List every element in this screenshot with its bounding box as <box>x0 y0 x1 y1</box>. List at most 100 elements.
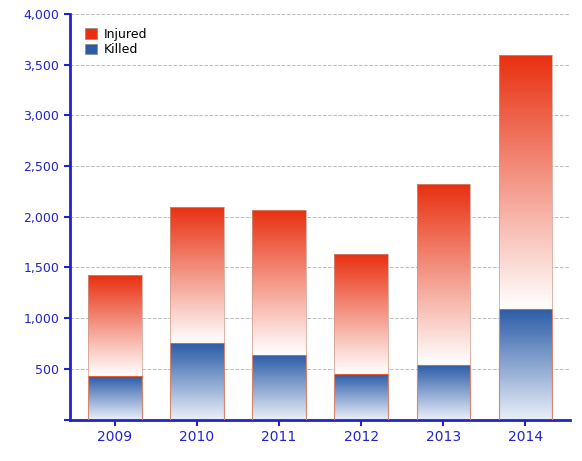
Bar <box>417 353 470 354</box>
Bar <box>499 386 552 387</box>
Bar <box>499 367 552 368</box>
Bar <box>499 138 552 140</box>
Bar <box>499 387 552 388</box>
Bar <box>499 385 552 386</box>
Bar <box>499 62 552 64</box>
Bar <box>417 302 470 303</box>
Bar <box>253 353 306 354</box>
Bar <box>171 380 223 381</box>
Bar <box>417 256 470 258</box>
Bar <box>335 357 388 358</box>
Bar <box>499 343 552 344</box>
Bar <box>499 187 552 189</box>
Bar <box>171 328 223 329</box>
Bar <box>253 335 306 336</box>
Bar <box>499 368 552 369</box>
Bar <box>335 351 388 352</box>
Bar <box>171 233 223 234</box>
Bar <box>499 346 552 347</box>
Bar <box>171 329 223 330</box>
Bar <box>253 303 306 304</box>
Bar <box>499 243 552 245</box>
Bar <box>335 343 388 344</box>
Bar <box>335 270 388 271</box>
Bar <box>171 292 223 293</box>
Bar <box>335 314 388 315</box>
Bar <box>499 400 552 401</box>
Bar <box>253 261 306 262</box>
Bar <box>253 293 306 294</box>
Bar <box>253 220 306 221</box>
Bar <box>171 359 223 360</box>
Bar <box>171 207 223 208</box>
Bar <box>253 213 306 214</box>
Bar <box>253 218 306 219</box>
Bar <box>417 268 470 270</box>
Bar <box>88 285 141 286</box>
Bar <box>499 236 552 238</box>
Bar <box>417 354 470 355</box>
Bar <box>253 280 306 281</box>
Bar <box>417 237 470 238</box>
Bar <box>417 282 470 283</box>
Bar <box>499 314 552 315</box>
Bar <box>171 402 223 403</box>
Bar <box>253 223 306 224</box>
Bar <box>171 258 223 259</box>
Bar <box>499 64 552 65</box>
Bar <box>499 399 552 400</box>
Bar <box>171 392 223 393</box>
Bar <box>335 321 388 322</box>
Bar <box>171 417 223 418</box>
Bar <box>335 324 388 325</box>
Bar <box>253 273 306 274</box>
Bar <box>499 310 552 311</box>
Bar <box>499 157 552 159</box>
Bar <box>499 282 552 284</box>
Bar <box>335 288 388 289</box>
Bar <box>88 286 141 287</box>
Bar <box>499 184 552 186</box>
Bar <box>171 271 223 272</box>
Bar <box>335 265 388 266</box>
Bar <box>499 313 552 314</box>
Bar <box>88 332 141 333</box>
Bar <box>417 324 470 325</box>
Bar <box>88 359 141 360</box>
Bar <box>335 299 388 300</box>
Bar <box>88 348 141 349</box>
Bar <box>499 106 552 108</box>
Bar <box>335 276 388 277</box>
Bar <box>417 235 470 236</box>
Bar <box>499 177 552 179</box>
Bar <box>417 217 470 218</box>
Bar <box>88 282 141 283</box>
Bar <box>499 335 552 336</box>
Bar <box>335 358 388 359</box>
Bar <box>171 378 223 379</box>
Bar <box>499 326 552 327</box>
Bar <box>171 411 223 412</box>
Bar <box>499 418 552 419</box>
Bar <box>499 257 552 258</box>
Bar <box>171 303 223 304</box>
Bar <box>417 201 470 202</box>
Bar <box>335 348 388 349</box>
Bar <box>335 366 388 367</box>
Bar <box>499 372 552 373</box>
Bar <box>499 296 552 297</box>
Bar <box>171 291 223 292</box>
Bar <box>499 331 552 332</box>
Bar <box>253 217 306 218</box>
Bar <box>499 231 552 233</box>
Bar <box>499 72 552 74</box>
Bar <box>417 225 470 226</box>
Bar <box>499 388 552 389</box>
Bar <box>253 341 306 342</box>
Bar <box>88 360 141 361</box>
Bar <box>171 342 223 343</box>
Bar <box>253 258 306 259</box>
Bar <box>499 133 552 135</box>
Bar <box>88 296 141 297</box>
Bar <box>171 305 223 306</box>
